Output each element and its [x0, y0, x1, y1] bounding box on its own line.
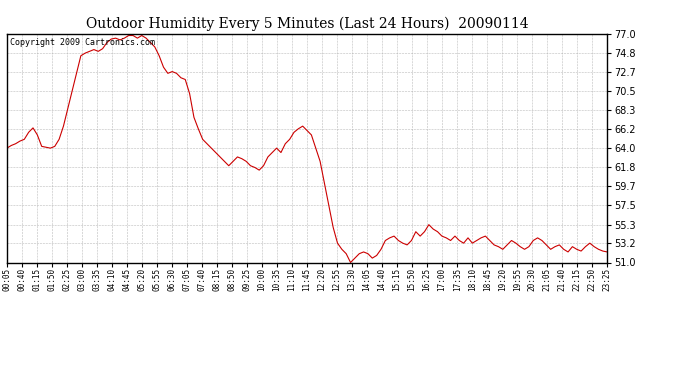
Title: Outdoor Humidity Every 5 Minutes (Last 24 Hours)  20090114: Outdoor Humidity Every 5 Minutes (Last 2… — [86, 17, 529, 31]
Text: Copyright 2009 Cartronics.com: Copyright 2009 Cartronics.com — [10, 38, 155, 47]
